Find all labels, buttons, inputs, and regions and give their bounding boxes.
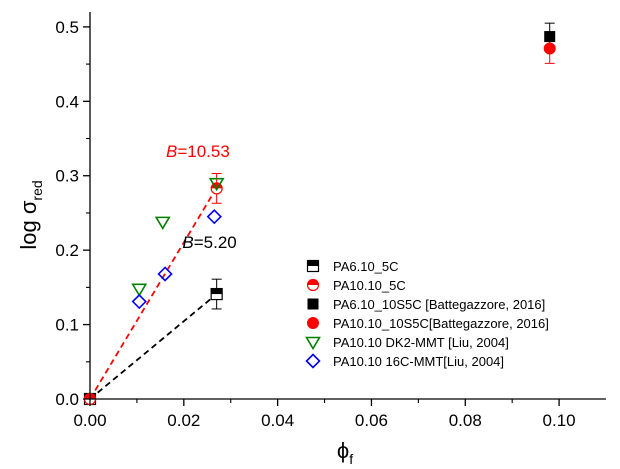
y-tick-label: 0.3 <box>55 167 79 186</box>
y-tick-label: 0.0 <box>55 390 79 409</box>
legend-marker-fill <box>307 260 319 266</box>
legend-label: PA10.10 16C-MMT[Liu, 2004] <box>333 354 504 369</box>
annotations: B=5.20B=10.53 <box>166 142 237 252</box>
fit-lines <box>89 187 218 400</box>
data-point <box>131 283 148 297</box>
slope-annotation: B=5.20 <box>182 233 236 252</box>
legend-label: PA10.10 DK2-MMT [Liu, 2004] <box>333 335 509 350</box>
x-tick-label: 0.04 <box>261 411 294 430</box>
x-tick-label: 0.08 <box>449 411 482 430</box>
legend-marker <box>305 353 321 369</box>
data-point <box>208 177 225 192</box>
x-axis-title: ϕf <box>337 438 353 467</box>
slope-annotation-value: =10.53 <box>177 142 229 161</box>
y-tick-label: 0.5 <box>55 18 79 37</box>
legend-marker <box>307 298 319 310</box>
x-tick-label: 0.00 <box>73 411 106 430</box>
data-point <box>157 266 173 282</box>
legend-marker <box>307 317 319 329</box>
legend-label: PA10.10_5C <box>333 278 406 293</box>
axes <box>83 12 606 406</box>
tick-labels: 0.00 0.02 0.04 0.06 0.08 0.10 0.0 0.1 0.2 0.3 0.4 0… <box>55 18 575 430</box>
y-tick-label: 0.1 <box>55 316 79 335</box>
y-axis-title: log σred <box>16 180 45 249</box>
legend-marker <box>305 336 321 351</box>
slope-annotation-value: =5.20 <box>194 233 237 252</box>
slope-annotation-symbol: B <box>166 142 177 161</box>
legend-label: PA10.10_10S5C[Battegazzore, 2016] <box>333 316 549 331</box>
data-point <box>543 42 556 55</box>
y-tick-label: 0.4 <box>55 92 79 111</box>
fit-line <box>89 293 218 400</box>
slope-annotation: B=10.53 <box>166 142 230 161</box>
legend: PA6.10_5C PA10.10_5C PA6.10_10S5C [Battega… <box>305 259 549 369</box>
y-tick-label: 0.2 <box>55 241 79 260</box>
data-point <box>544 31 556 43</box>
data-point <box>206 209 222 225</box>
x-tick-label: 0.02 <box>167 411 200 430</box>
legend-marker-fill <box>307 279 319 285</box>
legend-label: PA6.10_10S5C [Battegazzore, 2016] <box>333 297 545 312</box>
slope-annotation-symbol: B <box>182 233 193 252</box>
legend-label: PA6.10_5C <box>333 259 399 274</box>
data-point-fill <box>211 288 223 295</box>
data-point <box>131 293 147 310</box>
x-tick-label: 0.10 <box>543 411 576 430</box>
data-point <box>154 216 171 230</box>
fit-line <box>89 187 218 400</box>
x-tick-label: 0.06 <box>355 411 388 430</box>
